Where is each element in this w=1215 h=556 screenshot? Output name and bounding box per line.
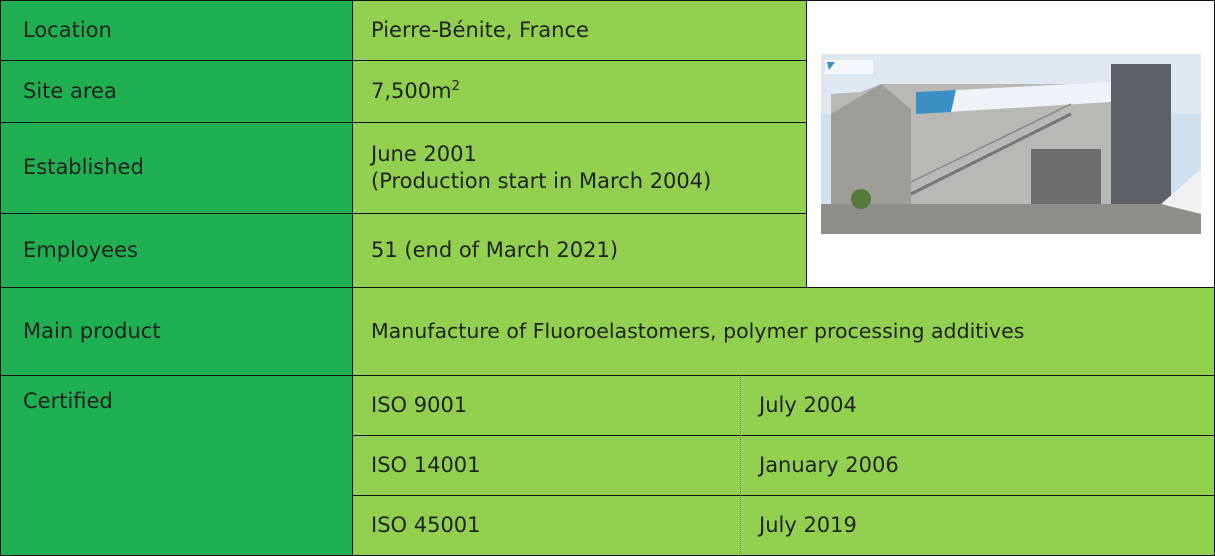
date-cell: July 2004 [740, 375, 1215, 436]
value: 7,500m2 [371, 78, 460, 105]
value: Pierre-Bénite, France [371, 17, 589, 44]
label: Main product [23, 318, 161, 345]
label-cell: Established [0, 122, 353, 214]
value: June 2001(Production start in March 2004… [371, 141, 711, 196]
date-cell: January 2006 [740, 435, 1215, 496]
value: Manufacture of Fluoroelastomers, polymer… [371, 318, 1024, 345]
label-cell: Location [0, 0, 353, 61]
value-cell: Manufacture of Fluoroelastomers, polymer… [352, 287, 1215, 376]
date: January 2006 [759, 452, 899, 479]
label-cell: Employees [0, 213, 353, 288]
superscript: 2 [452, 79, 460, 94]
label-cell: Main product [0, 287, 353, 376]
value-cell: Pierre-Bénite, France [352, 0, 807, 61]
value-text: June 2001 [371, 141, 711, 168]
standard-cell: ISO 9001 [352, 375, 741, 436]
value-cell: 51 (end of March 2021) [352, 213, 807, 288]
label: Established [23, 154, 144, 181]
standard-cell: ISO 14001 [352, 435, 741, 496]
label: Site area [23, 78, 117, 105]
standard-cell: ISO 45001 [352, 495, 741, 556]
site-photo [821, 54, 1201, 234]
label: Certified [23, 388, 113, 415]
photo-cell [806, 0, 1215, 288]
site-table: Location Pierre-Bénite, France Site area… [0, 0, 1215, 556]
date-cell: July 2019 [740, 495, 1215, 556]
value: 51 (end of March 2021) [371, 237, 618, 264]
label-cell: Site area [0, 60, 353, 123]
label: Employees [23, 237, 138, 264]
value-note: (Production start in March 2004) [371, 168, 711, 195]
date: July 2019 [759, 512, 857, 539]
standard: ISO 45001 [371, 512, 481, 539]
value-text: 7,500m [371, 79, 452, 103]
label: Location [23, 17, 112, 44]
value-cell: 7,500m2 [352, 60, 807, 123]
label-cell: Certified [0, 375, 353, 556]
standard: ISO 14001 [371, 452, 481, 479]
standard: ISO 9001 [371, 392, 467, 419]
value-cell: June 2001(Production start in March 2004… [352, 122, 807, 214]
date: July 2004 [759, 392, 857, 419]
